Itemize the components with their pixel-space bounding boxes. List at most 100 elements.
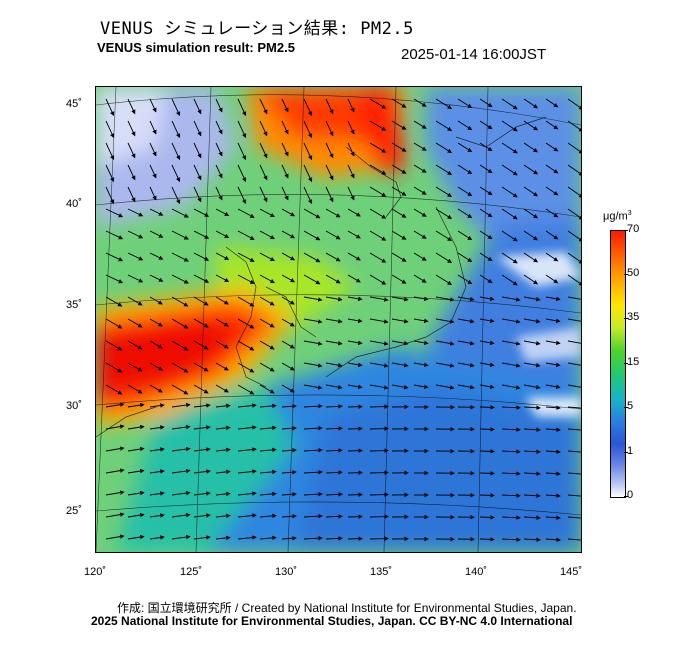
- wind-arrow: [193, 362, 209, 372]
- wind-arrow: [127, 120, 136, 137]
- wind-arrow: [193, 340, 209, 350]
- wind-arrow: [523, 537, 541, 542]
- wind-arrow: [391, 164, 407, 174]
- wind-arrow: [281, 384, 295, 393]
- wind-arrow: [391, 142, 407, 152]
- wind-arrow: [479, 186, 493, 196]
- wind-arrow: [127, 512, 145, 518]
- wind-arrow: [303, 469, 323, 475]
- wind-arrow: [281, 340, 295, 349]
- wind-arrow: [325, 340, 343, 346]
- wind-arrow: [523, 186, 539, 197]
- wind-arrow: [149, 384, 163, 393]
- wind-arrow: [435, 318, 455, 324]
- wind-arrow: [259, 318, 275, 328]
- wind-arrow: [479, 405, 495, 410]
- wind-arrow: [457, 230, 473, 241]
- wind-arrow: [171, 534, 191, 540]
- title-japanese: VENUS シミュレーション結果: PM2.5: [100, 19, 414, 39]
- wind-arrow: [171, 120, 181, 139]
- wind-arrow: [127, 490, 145, 496]
- wind-arrow: [567, 186, 581, 198]
- wind-arrow: [281, 404, 297, 409]
- wind-arrow: [149, 469, 165, 474]
- wind-arrow: [545, 252, 559, 262]
- wind-arrow: [237, 340, 255, 351]
- wind-arrow: [105, 186, 115, 205]
- wind-arrow: [237, 513, 257, 518]
- wind-arrow: [237, 469, 257, 474]
- wind-arrow: [149, 513, 165, 518]
- lon-label: 125˚: [179, 566, 203, 578]
- wind-arrow: [347, 426, 363, 431]
- wind-arrow: [347, 230, 361, 239]
- wind-arrow: [369, 296, 389, 302]
- wind-arrow: [171, 208, 189, 218]
- wind-arrow: [545, 449, 561, 454]
- wind-arrow: [347, 208, 361, 217]
- wind-arrow: [347, 536, 363, 541]
- wind-arrow: [259, 384, 275, 394]
- wind-arrow: [193, 535, 211, 540]
- wind-arrow: [501, 405, 521, 410]
- wind-arrow: [501, 274, 518, 286]
- wind-arrow: [545, 427, 561, 432]
- wind-arrow: [105, 142, 115, 161]
- wind-arrow: [435, 120, 453, 131]
- lat-label: 35˚: [66, 299, 82, 311]
- wind-arrow: [237, 384, 255, 395]
- wind-arrow: [369, 230, 387, 241]
- timestamp: 2025-01-14 16:00JST: [401, 46, 547, 63]
- wind-arrow: [325, 470, 343, 475]
- wind-arrow: [567, 494, 581, 497]
- wind-arrow: [127, 468, 145, 474]
- wind-arrow: [193, 252, 210, 261]
- wind-arrow: [369, 274, 387, 285]
- wind-arrow: [523, 164, 539, 175]
- colorbar-tick: 35: [627, 311, 640, 323]
- wind-arrow: [347, 340, 363, 345]
- wind-arrow: [457, 98, 473, 109]
- wind-arrow: [193, 491, 211, 496]
- wind-arrow: [325, 98, 334, 115]
- wind-arrow: [369, 426, 389, 431]
- wind-arrow: [171, 340, 189, 351]
- wind-arrow: [127, 318, 143, 328]
- wind-arrow: [237, 186, 247, 205]
- wind-arrow: [149, 296, 163, 305]
- wind-arrow: [435, 274, 453, 285]
- wind-arrow: [523, 274, 539, 285]
- wind-arrow: [369, 404, 389, 409]
- wind-arrow: [567, 208, 581, 220]
- wind-arrow: [281, 426, 297, 431]
- wind-arrow: [171, 362, 189, 373]
- wind-arrow: [259, 252, 275, 262]
- wind-arrow: [237, 98, 247, 117]
- wind-arrow: [413, 186, 427, 195]
- wind-arrow: [105, 490, 125, 496]
- credit: 作成: 国立環境研究所 / Created by National Instit…: [117, 601, 577, 615]
- wind-arrow: [237, 425, 257, 430]
- wind-arrow: [149, 491, 165, 496]
- wind-arrow: [193, 403, 211, 408]
- wind-arrow: [215, 403, 231, 409]
- wind-arrow: [523, 252, 539, 263]
- wind-arrow: [325, 252, 341, 262]
- wind-arrow: [435, 340, 455, 346]
- wind-arrow: [391, 340, 409, 346]
- wind-arrow: [171, 296, 189, 307]
- wind-arrow: [259, 535, 277, 541]
- wind-arrow: [303, 252, 321, 263]
- wind-arrow: [325, 164, 334, 181]
- wind-arrow: [369, 536, 389, 541]
- wind-arrow: [567, 450, 581, 453]
- wind-arrow: [567, 538, 581, 541]
- wind-arrow: [193, 296, 209, 306]
- wind-arrow: [479, 340, 495, 345]
- wind-arrow: [193, 120, 202, 137]
- colorbar-tick: 1: [627, 445, 634, 457]
- wind-arrow: [413, 384, 429, 389]
- wind-arrow: [149, 274, 164, 282]
- wind-arrow: [369, 492, 389, 497]
- wind-arrow: [193, 469, 211, 474]
